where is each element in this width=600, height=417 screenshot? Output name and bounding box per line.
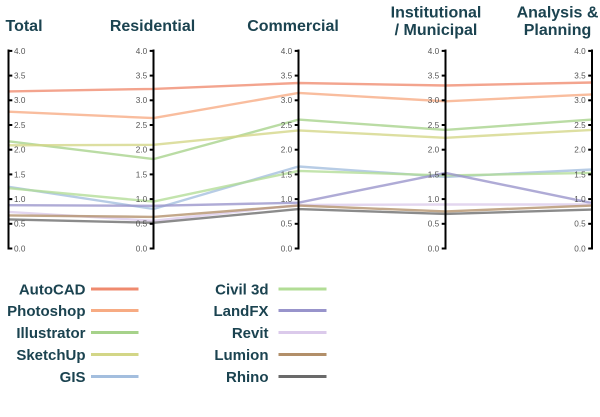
svg-text:0.0: 0.0 xyxy=(14,244,26,253)
svg-text:3.5: 3.5 xyxy=(14,72,26,81)
svg-text:3.5: 3.5 xyxy=(136,72,148,81)
svg-text:3.0: 3.0 xyxy=(574,96,586,105)
svg-text:Rhino: Rhino xyxy=(226,369,269,386)
svg-text:2.0: 2.0 xyxy=(281,146,293,155)
svg-text:0.5: 0.5 xyxy=(428,220,440,229)
svg-text:3.0: 3.0 xyxy=(281,96,293,105)
svg-text:1.0: 1.0 xyxy=(14,195,26,204)
svg-text:0.0: 0.0 xyxy=(574,244,586,253)
svg-text:Revit: Revit xyxy=(232,325,269,342)
svg-text:Illustrator: Illustrator xyxy=(16,325,85,342)
svg-text:GIS: GIS xyxy=(60,369,86,386)
svg-text:2.0: 2.0 xyxy=(14,146,26,155)
svg-text:3.5: 3.5 xyxy=(281,72,293,81)
svg-text:2.5: 2.5 xyxy=(281,121,293,130)
svg-text:1.0: 1.0 xyxy=(136,195,148,204)
svg-text:Photoshop: Photoshop xyxy=(7,303,85,320)
svg-text:3.5: 3.5 xyxy=(428,72,440,81)
svg-text:Total: Total xyxy=(5,18,42,35)
svg-text:1.5: 1.5 xyxy=(281,170,293,179)
svg-text:Lumion: Lumion xyxy=(214,347,268,364)
svg-text:1.5: 1.5 xyxy=(136,170,148,179)
svg-text:2.5: 2.5 xyxy=(14,121,26,130)
svg-text:2.5: 2.5 xyxy=(136,121,148,130)
svg-text:0.5: 0.5 xyxy=(136,220,148,229)
svg-text:Analysis &: Analysis & xyxy=(517,5,599,22)
svg-text:Institutional: Institutional xyxy=(391,5,482,22)
svg-text:2.0: 2.0 xyxy=(574,146,586,155)
svg-text:3.0: 3.0 xyxy=(14,96,26,105)
svg-text:Civil 3d: Civil 3d xyxy=(215,282,268,299)
svg-text:1.0: 1.0 xyxy=(428,195,440,204)
svg-text:4.0: 4.0 xyxy=(428,47,440,56)
svg-text:4.0: 4.0 xyxy=(136,47,148,56)
svg-text:4.0: 4.0 xyxy=(14,47,26,56)
svg-text:0.0: 0.0 xyxy=(136,244,148,253)
svg-text:2.0: 2.0 xyxy=(136,146,148,155)
svg-text:3.0: 3.0 xyxy=(428,96,440,105)
svg-text:0.0: 0.0 xyxy=(428,244,440,253)
svg-text:4.0: 4.0 xyxy=(574,47,586,56)
svg-text:4.0: 4.0 xyxy=(281,47,293,56)
svg-text:0.5: 0.5 xyxy=(14,220,26,229)
svg-text:0.5: 0.5 xyxy=(281,220,293,229)
svg-text:Residential: Residential xyxy=(110,18,195,35)
svg-text:SketchUp: SketchUp xyxy=(16,347,85,364)
svg-text:1.5: 1.5 xyxy=(428,170,440,179)
svg-text:1.0: 1.0 xyxy=(574,195,586,204)
svg-text:/ Municipal: / Municipal xyxy=(395,22,478,39)
svg-text:3.5: 3.5 xyxy=(574,72,586,81)
svg-text:2.0: 2.0 xyxy=(428,146,440,155)
svg-text:3.0: 3.0 xyxy=(136,96,148,105)
svg-text:2.5: 2.5 xyxy=(574,121,586,130)
svg-text:2.5: 2.5 xyxy=(428,121,440,130)
svg-text:Planning: Planning xyxy=(524,22,592,39)
svg-text:1.5: 1.5 xyxy=(574,170,586,179)
svg-text:AutoCAD: AutoCAD xyxy=(19,282,86,299)
svg-text:LandFX: LandFX xyxy=(214,303,269,320)
svg-text:1.0: 1.0 xyxy=(281,195,293,204)
svg-text:0.5: 0.5 xyxy=(574,220,586,229)
svg-text:Commercial: Commercial xyxy=(247,18,339,35)
svg-text:1.5: 1.5 xyxy=(14,170,26,179)
svg-text:0.0: 0.0 xyxy=(281,244,293,253)
